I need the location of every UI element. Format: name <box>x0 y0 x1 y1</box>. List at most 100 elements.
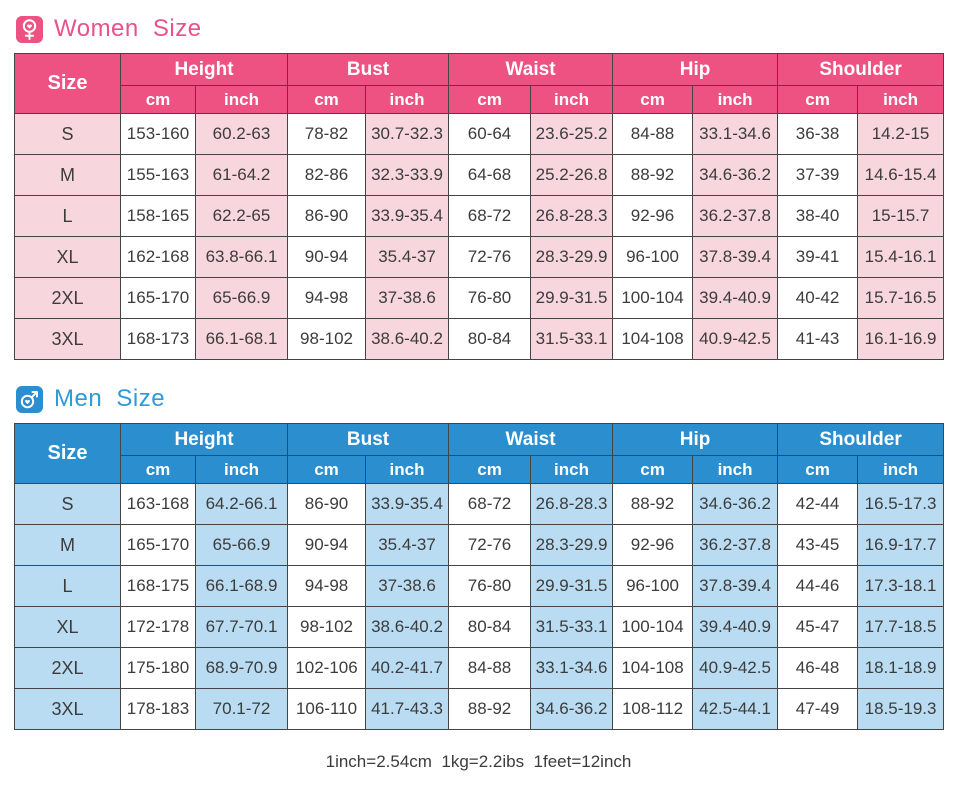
size-chart-page: Women Size Size Height Bust Waist Hip Shoulde… <box>14 15 945 771</box>
measure-cell: 100-104 <box>612 606 694 648</box>
measure-cell: 98-102 <box>287 318 367 360</box>
measure-cell: 100-104 <box>612 277 694 319</box>
measure-cell: 172-178 <box>120 606 196 648</box>
unit-column-header: inch <box>857 85 945 114</box>
measure-cell: 18.1-18.9 <box>857 647 945 689</box>
measure-cell: 178-183 <box>120 688 196 730</box>
unit-column-header: inch <box>365 85 450 114</box>
unit-column-header: cm <box>120 85 196 114</box>
measure-cell: 175-180 <box>120 647 196 689</box>
table-row: 3XL 168-173 66.1-68.1 98-102 38.6-40.2 80-84 3… <box>14 318 945 360</box>
section-title-label: Women Size <box>54 15 202 42</box>
measure-cell: 86-90 <box>287 483 367 525</box>
size-cell: M <box>14 154 121 196</box>
size-cell: M <box>14 524 121 566</box>
measure-cell: 155-163 <box>120 154 196 196</box>
unit-column-header: cm <box>287 85 367 114</box>
measure-cell: 26.8-28.3 <box>530 195 614 237</box>
section-title-label: Men Size <box>54 385 166 412</box>
size-cell: S <box>14 483 121 525</box>
measure-cell: 34.6-36.2 <box>530 688 614 730</box>
measure-cell: 168-175 <box>120 565 196 607</box>
size-cell: L <box>14 195 121 237</box>
measure-cell: 88-92 <box>612 154 694 196</box>
unit-column-header: cm <box>777 455 859 484</box>
measure-cell: 14.6-15.4 <box>857 154 945 196</box>
measure-cell: 35.4-37 <box>365 236 450 278</box>
men-size-title: Men Size <box>16 384 943 414</box>
measure-cell: 76-80 <box>448 277 532 319</box>
measure-cell: 36.2-37.8 <box>692 195 779 237</box>
measure-cell: 78-82 <box>287 113 367 155</box>
measure-cell: 33.9-35.4 <box>365 195 450 237</box>
unit-column-header: cm <box>448 85 532 114</box>
measure-cell: 165-170 <box>120 277 196 319</box>
measure-cell: 88-92 <box>448 688 532 730</box>
measure-cell: 33.9-35.4 <box>365 483 450 525</box>
measure-cell: 37-38.6 <box>365 565 450 607</box>
measure-cell: 162-168 <box>120 236 196 278</box>
measure-cell: 72-76 <box>448 236 532 278</box>
measure-cell: 106-110 <box>287 688 367 730</box>
size-cell: XL <box>14 236 121 278</box>
measure-cell: 90-94 <box>287 236 367 278</box>
group-column-header: Bust <box>287 423 450 456</box>
female-heart-icon <box>16 15 43 43</box>
unit-column-header: inch <box>692 85 779 114</box>
male-heart-icon <box>16 385 43 413</box>
measure-cell: 66.1-68.9 <box>194 565 289 607</box>
group-column-header: Waist <box>448 423 614 456</box>
table-row: 2XL 165-170 65-66.9 94-98 37-38.6 76-80 29.9-3… <box>14 277 945 319</box>
measure-cell: 16.1-16.9 <box>857 318 945 360</box>
measure-cell: 36-38 <box>777 113 859 155</box>
measure-cell: 36.2-37.8 <box>692 524 779 566</box>
table-body: S 153-160 60.2-63 78-82 30.7-32.3 60-64 23.6-2… <box>14 113 945 360</box>
men-size-table: Size Height Bust Waist Hip Shoulder cm inch cm in… <box>14 423 945 730</box>
size-cell: 2XL <box>14 277 121 319</box>
measure-cell: 92-96 <box>612 195 694 237</box>
measure-cell: 42.5-44.1 <box>692 688 779 730</box>
measure-cell: 15.4-16.1 <box>857 236 945 278</box>
measure-cell: 38.6-40.2 <box>365 606 450 648</box>
measure-cell: 88-92 <box>612 483 694 525</box>
measure-cell: 84-88 <box>448 647 532 689</box>
measure-cell: 84-88 <box>612 113 694 155</box>
table-row: 3XL 178-183 70.1-72 106-110 41.7-43.3 88-92 34… <box>14 688 945 730</box>
table-row: S 153-160 60.2-63 78-82 30.7-32.3 60-64 23.6-2… <box>14 113 945 155</box>
measure-cell: 104-108 <box>612 318 694 360</box>
table-header: Size Height Bust Waist Hip Shoulder cm inch cm in… <box>14 53 945 114</box>
measure-cell: 15.7-16.5 <box>857 277 945 319</box>
group-column-header: Hip <box>612 423 779 456</box>
measure-cell: 64-68 <box>448 154 532 196</box>
unit-column-header: inch <box>194 85 289 114</box>
measure-cell: 15-15.7 <box>857 195 945 237</box>
size-column-header: Size <box>14 423 121 484</box>
measure-cell: 94-98 <box>287 565 367 607</box>
size-cell: XL <box>14 606 121 648</box>
measure-cell: 39.4-40.9 <box>692 277 779 319</box>
group-column-header: Height <box>119 53 289 86</box>
measure-cell: 158-165 <box>120 195 196 237</box>
measure-cell: 35.4-37 <box>365 524 450 566</box>
unit-column-header: cm <box>777 85 859 114</box>
group-column-header: Hip <box>612 53 779 86</box>
unit-column-header: inch <box>194 455 289 484</box>
measure-cell: 108-112 <box>612 688 694 730</box>
table-row: M 165-170 65-66.9 90-94 35.4-37 72-76 28.3-29.… <box>14 524 945 566</box>
measure-cell: 67.7-70.1 <box>194 606 289 648</box>
measure-cell: 37.8-39.4 <box>692 236 779 278</box>
measure-cell: 40.9-42.5 <box>692 647 779 689</box>
measure-cell: 28.3-29.9 <box>530 236 614 278</box>
measure-cell: 86-90 <box>287 195 367 237</box>
measure-cell: 82-86 <box>287 154 367 196</box>
measure-cell: 29.9-31.5 <box>530 277 614 319</box>
measure-cell: 37.8-39.4 <box>692 565 779 607</box>
measure-cell: 31.5-33.1 <box>530 606 614 648</box>
measure-cell: 47-49 <box>777 688 859 730</box>
measure-cell: 16.5-17.3 <box>857 483 945 525</box>
measure-cell: 33.1-34.6 <box>530 647 614 689</box>
unit-column-header: inch <box>692 455 779 484</box>
measure-cell: 43-45 <box>777 524 859 566</box>
measure-cell: 40-42 <box>777 277 859 319</box>
measure-cell: 66.1-68.1 <box>194 318 289 360</box>
